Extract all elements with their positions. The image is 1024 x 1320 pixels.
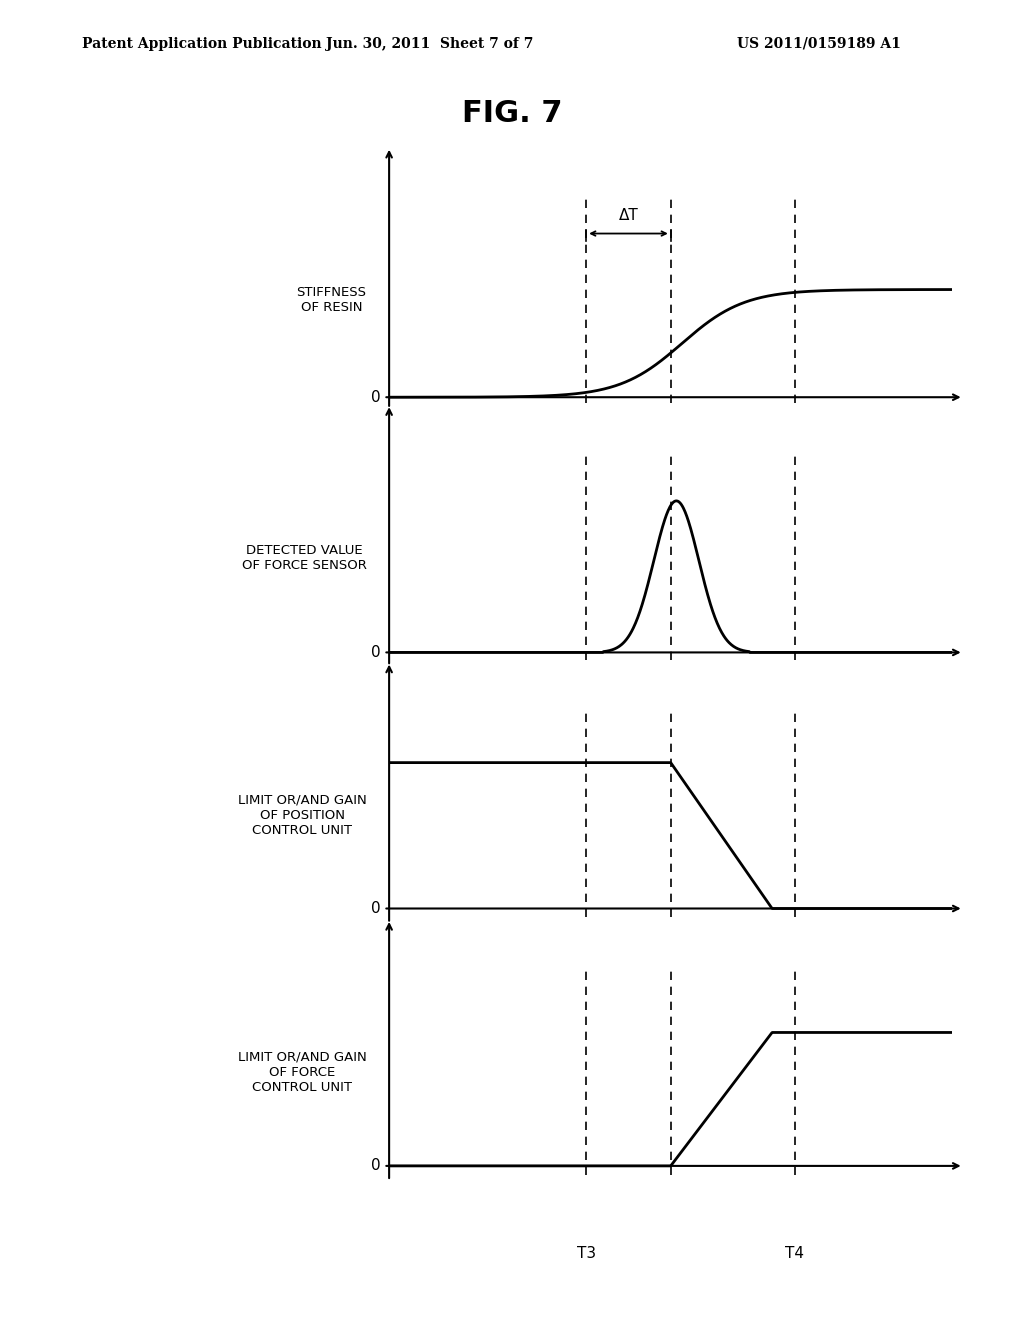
Text: 0: 0 [371, 902, 381, 916]
Text: Jun. 30, 2011  Sheet 7 of 7: Jun. 30, 2011 Sheet 7 of 7 [327, 37, 534, 51]
Text: 0: 0 [371, 645, 381, 660]
Text: FIG. 7: FIG. 7 [462, 99, 562, 128]
Text: LIMIT OR/AND GAIN
OF POSITION
CONTROL UNIT: LIMIT OR/AND GAIN OF POSITION CONTROL UN… [238, 793, 367, 837]
Text: LIMIT OR/AND GAIN
OF FORCE
CONTROL UNIT: LIMIT OR/AND GAIN OF FORCE CONTROL UNIT [238, 1051, 367, 1094]
Text: DETECTED VALUE
OF FORCE SENSOR: DETECTED VALUE OF FORCE SENSOR [242, 544, 367, 572]
Text: ΔT: ΔT [618, 207, 638, 223]
Text: Patent Application Publication: Patent Application Publication [82, 37, 322, 51]
Text: STIFFNESS
OF RESIN: STIFFNESS OF RESIN [297, 286, 367, 314]
Text: 0: 0 [371, 1159, 381, 1173]
Text: 0: 0 [371, 389, 381, 405]
Text: T3: T3 [577, 1246, 596, 1262]
Text: T4: T4 [785, 1246, 804, 1262]
Text: US 2011/0159189 A1: US 2011/0159189 A1 [737, 37, 901, 51]
